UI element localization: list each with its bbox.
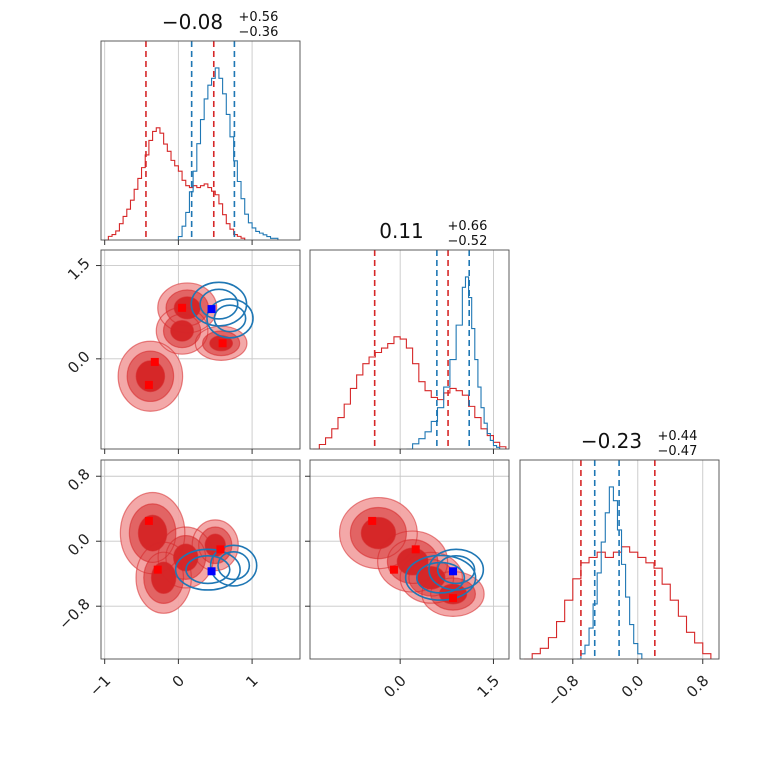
blue-contour-line-1 — [199, 288, 239, 320]
y-tick-label: 1.5 — [64, 254, 94, 284]
title-upper-error: +0.44 — [658, 429, 698, 444]
red-contour-line-1 — [165, 534, 207, 580]
x-tick-label: 0.0 — [380, 672, 410, 702]
red-marker — [368, 516, 377, 525]
red-contour-line-1 — [430, 577, 477, 611]
blue-contour-line-0 — [206, 298, 254, 339]
joint-panel-0 — [100, 249, 301, 450]
red-marker — [144, 380, 153, 389]
red-histogram — [524, 546, 712, 660]
axis-frame — [309, 459, 510, 660]
red-marker — [411, 545, 420, 554]
title-upper-error: +0.56 — [239, 10, 279, 25]
red-contour-line-1 — [128, 503, 177, 563]
blue-contour-line-0 — [209, 544, 258, 587]
axis-frame — [100, 40, 301, 241]
panel-title: −0.08 — [162, 10, 223, 34]
axis-frame — [100, 249, 301, 450]
y-tick-label: −0.8 — [55, 595, 93, 633]
red-contour-line-0 — [157, 526, 214, 589]
blue-marker — [207, 567, 216, 576]
red-histogram — [104, 127, 246, 241]
red-contour-line-0 — [399, 551, 463, 604]
blue-contour-line-0 — [174, 548, 241, 591]
panel-title: −0.23 — [581, 429, 642, 453]
red-contour-line-2 — [137, 514, 168, 552]
red-marker — [150, 357, 159, 366]
red-marker — [178, 303, 187, 312]
red-contour-fill-2 — [397, 548, 429, 575]
blue-histogram — [576, 486, 643, 660]
red-histogram — [313, 336, 507, 450]
diag-panel-2: −0.23 +0.44−0.47 — [519, 429, 720, 660]
diag-panel-1: 0.11 +0.66−0.52 — [309, 219, 510, 450]
red-marker — [449, 594, 458, 603]
blue-histogram — [406, 276, 501, 450]
blue-contour-line-1 — [436, 555, 476, 585]
x-tick-label: −1 — [86, 672, 114, 700]
x-tick-label: −0.8 — [544, 672, 582, 710]
joint-panel-1 — [100, 459, 301, 660]
blue-contour-line-1 — [217, 550, 251, 581]
red-contour-line-1 — [162, 313, 202, 349]
red-contour-line-2 — [170, 319, 195, 342]
x-tick-label: 0.8 — [683, 672, 713, 702]
joint-content — [101, 250, 300, 449]
red-contour-line-1 — [408, 558, 455, 597]
joint-content — [310, 460, 509, 659]
red-marker — [218, 339, 227, 348]
red-marker — [153, 565, 162, 574]
red-contour-line-1 — [201, 330, 241, 357]
red-contour-line-1 — [386, 539, 439, 585]
diag-panel-0: −0.08 +0.56−0.36 — [100, 10, 301, 241]
red-contour-fill-2 — [136, 360, 165, 392]
panel-title: 0.11 — [379, 219, 424, 243]
blue-marker — [207, 305, 216, 314]
title-lower-error: −0.47 — [658, 444, 698, 459]
red-contour-line-2 — [135, 360, 166, 393]
axis-frame — [100, 459, 301, 660]
title-lower-error: −0.52 — [448, 234, 488, 249]
x-tick-label: 0.0 — [618, 672, 648, 702]
blue-contour-line-1 — [185, 555, 231, 585]
joint-panel-2 — [309, 459, 510, 660]
blue-contour-line-1 — [213, 304, 247, 333]
y-tick-label: 0.8 — [64, 465, 94, 495]
red-contour-line-1 — [349, 506, 407, 560]
axis-frame — [519, 459, 720, 660]
red-marker — [144, 516, 153, 525]
x-tick-label: 1.5 — [474, 672, 504, 702]
blue-contour-line-0 — [404, 554, 477, 601]
x-tick-label: 0 — [169, 672, 188, 691]
joint-content — [101, 460, 300, 659]
red-contour-line-1 — [143, 551, 185, 604]
red-marker — [216, 545, 225, 554]
red-contour-line-0 — [117, 340, 184, 412]
title-lower-error: −0.36 — [239, 25, 279, 40]
red-marker — [389, 565, 398, 574]
x-tick-label: 1 — [242, 672, 261, 691]
blue-histogram — [174, 67, 279, 241]
red-contour-line-0 — [157, 282, 218, 334]
title-upper-error: +0.66 — [448, 219, 488, 234]
red-contour-line-2 — [360, 516, 397, 550]
blue-marker — [449, 567, 458, 576]
red-contour-line-0 — [119, 491, 186, 575]
y-tick-label: 0.0 — [64, 348, 94, 378]
red-contour-line-2 — [438, 583, 468, 605]
axis-frame — [309, 249, 510, 450]
y-tick-label: 0.0 — [64, 530, 94, 560]
red-contour-line-2 — [150, 561, 177, 595]
red-contour-line-1 — [126, 350, 175, 403]
